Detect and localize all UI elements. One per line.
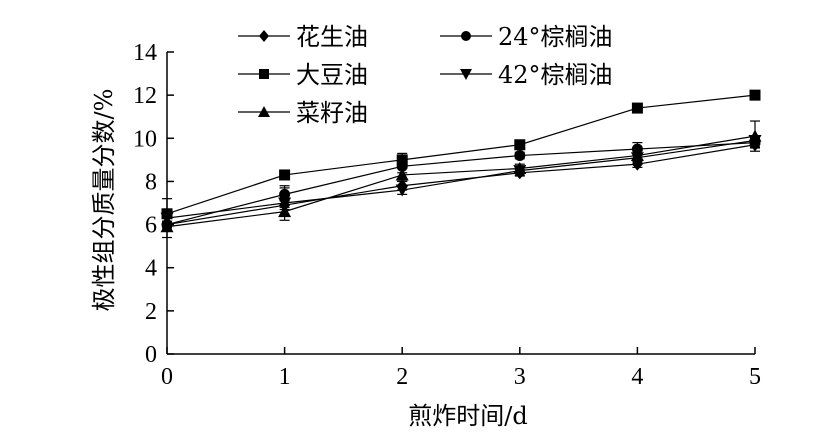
marker-triangle-up [258, 106, 270, 117]
y-tick-label: 4 [145, 256, 157, 282]
marker-triangle-up [160, 220, 174, 233]
marker-triangle-down [278, 197, 292, 210]
marker-square [396, 154, 408, 166]
y-tick-label: 0 [145, 342, 157, 368]
marker-triangle-up [630, 149, 644, 162]
legend-item-4: 菜籽油 [238, 99, 368, 127]
marker-triangle-up [748, 129, 762, 142]
series-line [166, 139, 756, 219]
legend-label: 大豆油 [296, 61, 368, 89]
marker-circle [514, 150, 526, 162]
legend-label: 菜籽油 [296, 99, 368, 127]
marker-square [279, 169, 291, 181]
y-tick-label: 2 [145, 299, 157, 325]
marker-circle [461, 31, 471, 41]
y-tick-label: 10 [133, 126, 157, 152]
series-layer [160, 89, 762, 239]
marker-triangle-up [278, 205, 292, 218]
marker-square [749, 89, 761, 101]
series-line [166, 135, 756, 228]
y-tick-label: 6 [145, 213, 157, 239]
marker-triangle-down [460, 69, 472, 80]
series-line [166, 142, 756, 226]
marker-triangle-down [160, 212, 174, 225]
x-tick-label: 0 [161, 364, 173, 390]
legend-label: 花生油 [296, 23, 368, 51]
marker-square [259, 69, 269, 79]
legend-label: 24°棕榈油 [498, 23, 613, 51]
marker-square [514, 139, 526, 151]
x-tick-label: 5 [749, 364, 761, 390]
x-axis-label: 煎炸时间/d [408, 402, 527, 430]
legend-item-1: 24°棕榈油 [440, 23, 613, 51]
series-4 [160, 120, 762, 233]
y-tick-label: 14 [133, 40, 157, 66]
x-tick-label: 2 [396, 364, 408, 390]
y-tick-label: 12 [133, 83, 157, 109]
y-tick-label: 8 [145, 169, 157, 195]
marker-triangle-down [395, 184, 409, 197]
marker-triangle-up [513, 161, 527, 174]
x-tick-label: 1 [279, 364, 291, 390]
series-2 [161, 89, 761, 220]
series-line [166, 94, 756, 215]
marker-triangle-up [395, 168, 409, 181]
legend-item-3: 42°棕榈油 [440, 61, 613, 89]
legend-item-0: 花生油 [238, 23, 368, 51]
marker-square [631, 102, 643, 114]
x-tick-label: 3 [514, 364, 526, 390]
marker-diamond [259, 30, 269, 42]
series-line [166, 144, 756, 226]
legend-label: 42°棕榈油 [498, 61, 613, 89]
legend-item-2: 大豆油 [238, 61, 368, 89]
x-tick-label: 4 [631, 364, 643, 390]
y-axis-label: 极性组分质量分数/% [90, 89, 118, 312]
